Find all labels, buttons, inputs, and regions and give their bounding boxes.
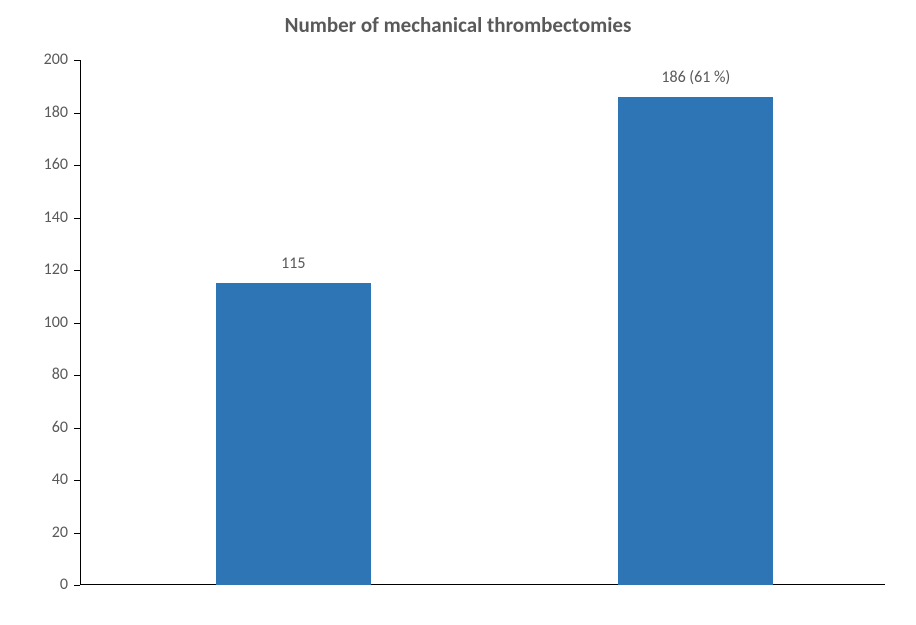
y-tick-label: 140 bbox=[8, 208, 68, 227]
y-tick-label: 180 bbox=[8, 103, 68, 122]
bar-value-label: 186 (61 %) bbox=[596, 68, 796, 87]
y-tick-label: 20 bbox=[8, 523, 68, 542]
y-tick-label: 200 bbox=[8, 50, 68, 69]
bar bbox=[216, 283, 371, 585]
bar bbox=[618, 97, 773, 585]
y-tick-label: 160 bbox=[8, 155, 68, 174]
y-tick-label: 60 bbox=[8, 418, 68, 437]
y-tick-label: 100 bbox=[8, 313, 68, 332]
chart-container: Number of mechanical thrombectomies 0 20 4… bbox=[0, 0, 916, 625]
chart-title: Number of mechanical thrombectomies bbox=[0, 12, 916, 38]
y-tick-label: 0 bbox=[8, 575, 68, 594]
y-tick-mark bbox=[74, 585, 80, 586]
y-tick-label: 80 bbox=[8, 365, 68, 384]
y-axis bbox=[80, 60, 81, 585]
y-tick-label: 120 bbox=[8, 260, 68, 279]
plot-area: 020406080100120140160180200115186 (61 %) bbox=[80, 60, 885, 585]
y-tick-label: 40 bbox=[8, 470, 68, 489]
bar-value-label: 115 bbox=[193, 254, 393, 273]
